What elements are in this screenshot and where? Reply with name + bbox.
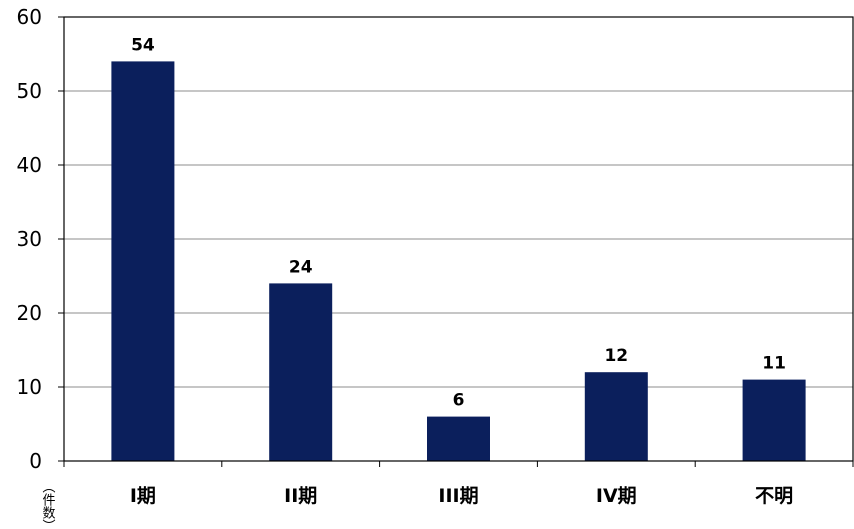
data-label: 12 xyxy=(604,346,628,366)
y-tick-label: 30 xyxy=(17,227,42,251)
x-tick-labels: I期 II期 III期 IV期 不明 xyxy=(130,485,793,507)
bar xyxy=(427,416,490,461)
gridlines xyxy=(64,90,853,388)
y-tick-label: 20 xyxy=(17,301,42,325)
bar xyxy=(111,61,175,462)
data-label: 6 xyxy=(453,391,465,411)
y-tick-labels: 0 10 20 30 40 50 60 xyxy=(17,5,42,473)
bar xyxy=(742,379,806,461)
y-tick-label: 60 xyxy=(17,5,42,29)
x-tick-label: 不明 xyxy=(755,485,793,507)
data-label: 11 xyxy=(762,354,786,374)
x-tick-label: II期 xyxy=(284,485,317,507)
bars xyxy=(111,61,806,462)
x-tick-label: IV期 xyxy=(596,485,637,507)
data-label: 24 xyxy=(289,257,313,277)
x-tick-label: III期 xyxy=(438,485,478,507)
y-tick-label: 0 xyxy=(29,449,42,473)
y-axis-label: （件数） xyxy=(40,480,56,529)
axes xyxy=(58,16,854,467)
bar xyxy=(269,283,333,461)
x-tick-label: I期 xyxy=(130,485,156,507)
y-tick-label: 50 xyxy=(17,79,42,103)
bar xyxy=(584,372,648,461)
y-tick-label: 40 xyxy=(17,153,42,177)
data-labels: 54 24 6 12 11 xyxy=(131,35,786,410)
y-tick-label: 10 xyxy=(17,375,42,399)
data-label: 54 xyxy=(131,35,155,55)
y-axis-label-text: （件数） xyxy=(40,480,56,529)
